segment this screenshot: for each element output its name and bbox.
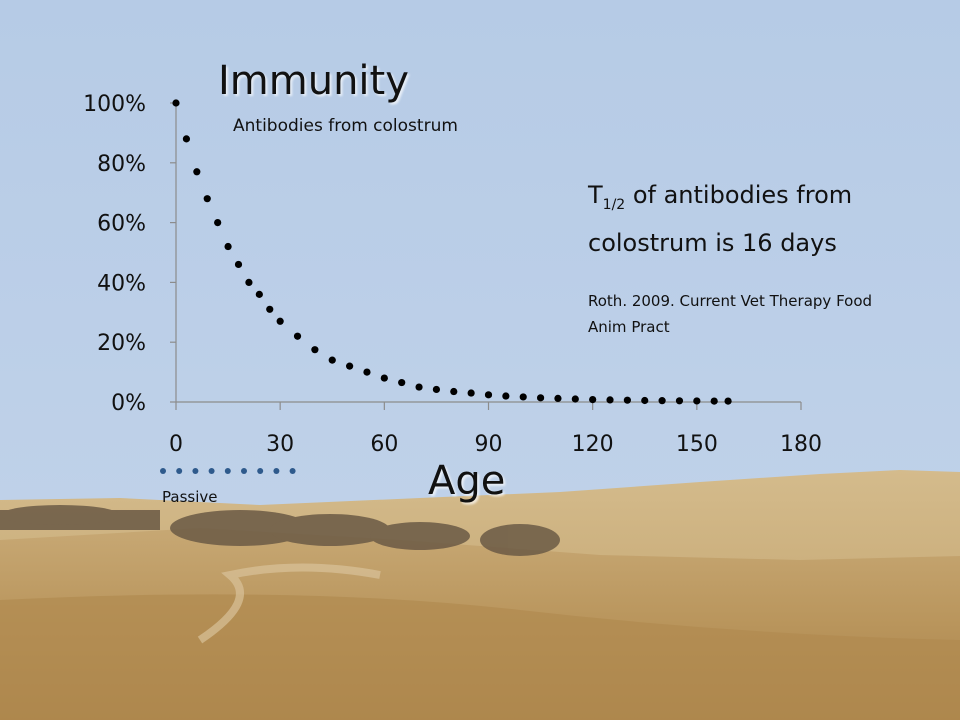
data-point [398,378,406,387]
data-point [432,385,441,394]
data-point [571,395,579,403]
data-point [276,317,284,325]
chart-subtitle: Antibodies from colostrum [233,116,458,136]
data-point [675,397,684,405]
data-point [519,393,527,401]
data-point [224,242,232,251]
data-point [255,290,263,298]
x-tick-label: 60 [370,432,398,457]
passive-dot [289,468,296,474]
data-point [266,305,274,313]
half-life-main: T [588,181,603,209]
data-point [641,396,649,405]
passive-dot [273,468,280,474]
passive-dot [224,468,231,474]
y-tick-label: 0% [111,391,146,416]
data-point [203,195,211,203]
data-point [311,346,319,354]
y-tick-label: 60% [97,212,146,237]
x-tick-label: 120 [572,432,614,457]
immunity-dots [172,99,732,405]
data-point [328,356,336,364]
passive-dot [241,468,247,474]
data-point [536,394,545,402]
data-point [693,397,701,405]
data-point [380,374,388,382]
x-tick-label: 30 [266,432,294,457]
data-point [245,278,253,286]
data-point [293,332,302,340]
data-point [606,396,614,404]
passive-dot [176,468,183,474]
data-point [710,397,718,405]
data-point [623,396,631,404]
data-point [724,397,732,405]
x-tick-label: 150 [676,432,718,457]
data-point [193,168,201,176]
x-tick-label: 180 [780,432,822,457]
data-point [363,368,371,376]
y-tick-label: 20% [97,331,146,356]
half-life-subscript: 1/2 [602,196,626,213]
chart-title: Immunity [218,58,409,104]
x-tick-label: 90 [475,432,503,457]
data-point [172,99,180,107]
data-point [502,392,510,400]
x-tick-label: 0 [169,432,183,457]
data-point [658,397,666,405]
data-point [484,391,493,399]
data-point [234,260,243,269]
data-point [450,387,458,396]
y-tick-label: 100% [83,92,146,117]
x-axis-label: Age [428,458,506,504]
data-point [415,383,423,391]
passive-dot [257,468,264,474]
y-tick-label: 80% [97,152,146,177]
passive-dot [208,468,215,474]
citation: Roth. 2009. Current Vet Therapy Food Ani… [588,292,873,336]
passive-dot [192,468,199,474]
chart-axes: 0% 20% 40% 60% 80% 100% 0 30 60 90 120 150 180 [83,92,822,457]
data-point [467,389,475,397]
passive-label: Passive [162,488,218,506]
passive-dots [160,468,296,474]
data-point [589,396,597,404]
data-point [182,135,191,143]
data-point [346,362,354,370]
data-point [554,394,562,403]
passive-dot [160,468,166,474]
data-point [214,219,222,227]
half-life-note: T1/2 of antibodies from colostrum is 16 … [588,176,888,262]
y-tick-label: 40% [97,271,146,296]
half-life-rest: of antibodies from colostrum is 16 days [588,181,853,257]
